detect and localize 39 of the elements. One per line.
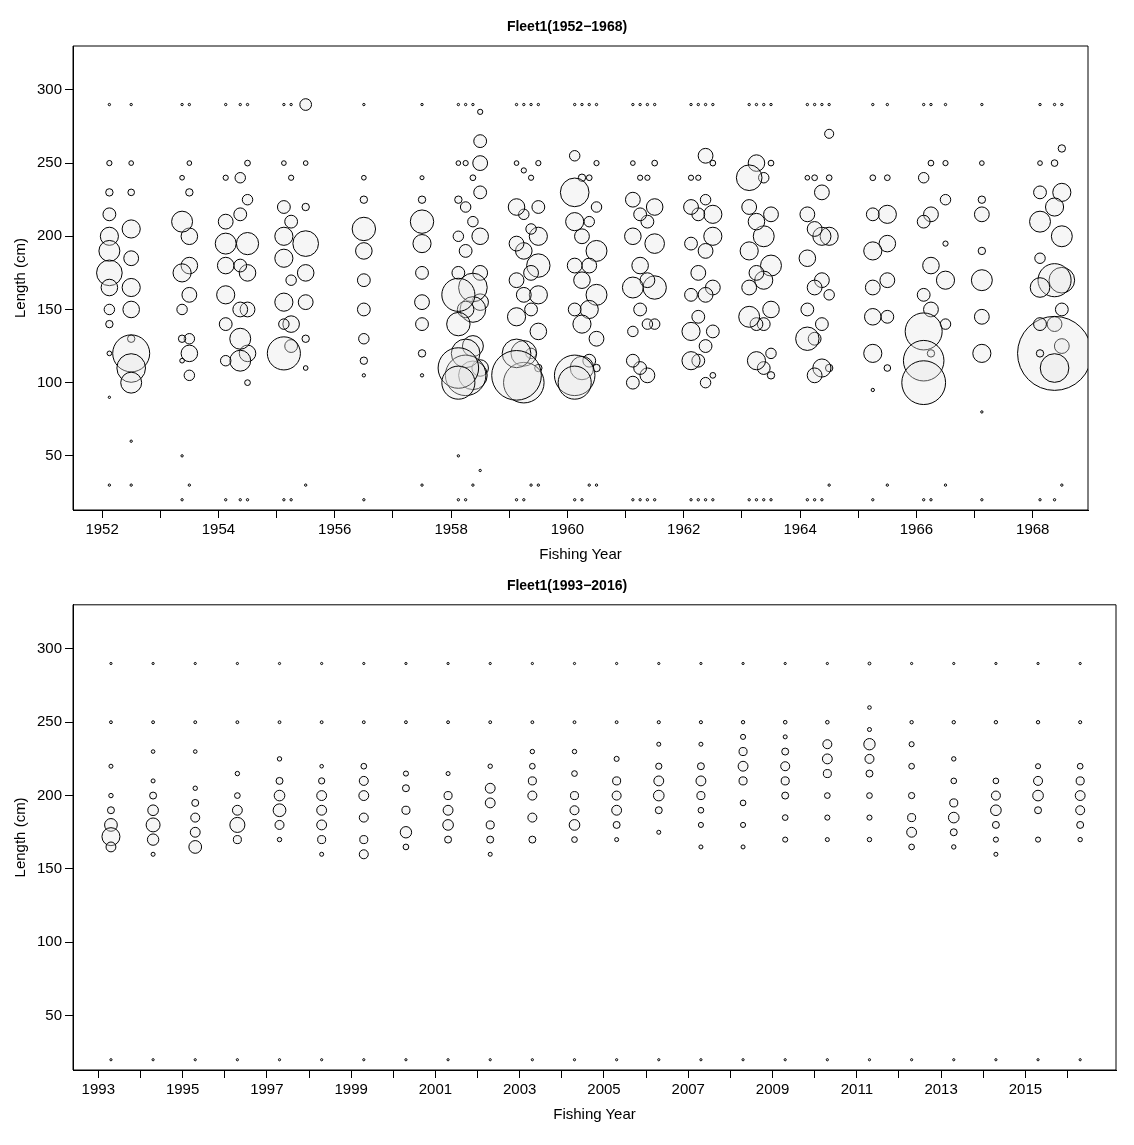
- x-tick-label: 1995: [165, 1080, 200, 1098]
- x-tick-label: 2001: [418, 1080, 453, 1098]
- chart-title: Fleet1(1993−2016): [506, 577, 628, 594]
- x-tick-label: 1997: [250, 1080, 284, 1098]
- y-tick-label: 200: [37, 785, 63, 803]
- x-tick-label: 1999: [334, 1080, 368, 1098]
- x-tick-label: 1964: [783, 520, 817, 538]
- x-tick-label: 1962: [667, 520, 701, 538]
- y-tick-label: 150: [37, 859, 63, 877]
- y-tick-label: 100: [37, 372, 63, 390]
- x-tick-label: 1993: [81, 1080, 115, 1098]
- x-axis-title: Fishing Year: [539, 545, 622, 563]
- x-tick-label: 1952: [85, 520, 119, 538]
- x-tick-label: 1968: [1016, 520, 1050, 538]
- y-axis-title: Length (cm): [11, 237, 29, 319]
- y-tick-label: 250: [37, 153, 63, 171]
- x-tick-label: 1960: [550, 520, 585, 538]
- y-tick-label: 200: [37, 226, 63, 244]
- x-tick-label: 2007: [671, 1080, 705, 1098]
- y-tick-label: 250: [37, 712, 63, 730]
- chart-title: Fleet1(1952−1968): [506, 18, 628, 35]
- x-tick-label: 2015: [1008, 1080, 1043, 1098]
- x-tick-label: 1954: [201, 520, 236, 538]
- x-tick-label: 2009: [755, 1080, 790, 1098]
- x-tick-label: 1966: [899, 520, 934, 538]
- y-tick-label: 50: [45, 1005, 63, 1023]
- y-tick-label: 150: [37, 299, 63, 317]
- y-tick-label: 100: [37, 932, 63, 950]
- x-tick-label: 2003: [503, 1080, 537, 1098]
- y-tick-label: 300: [37, 80, 63, 98]
- y-tick-label: 50: [45, 445, 63, 463]
- y-axis-title: Length (cm): [11, 797, 29, 878]
- x-axis-title: Fishing Year: [553, 1105, 636, 1123]
- x-tick-label: 2005: [587, 1080, 621, 1098]
- x-tick-label: 1956: [318, 520, 352, 538]
- y-tick-label: 300: [37, 638, 63, 656]
- x-tick-label: 1958: [434, 520, 468, 538]
- x-tick-label: 2011: [840, 1080, 873, 1098]
- x-tick-label: 2013: [924, 1080, 958, 1098]
